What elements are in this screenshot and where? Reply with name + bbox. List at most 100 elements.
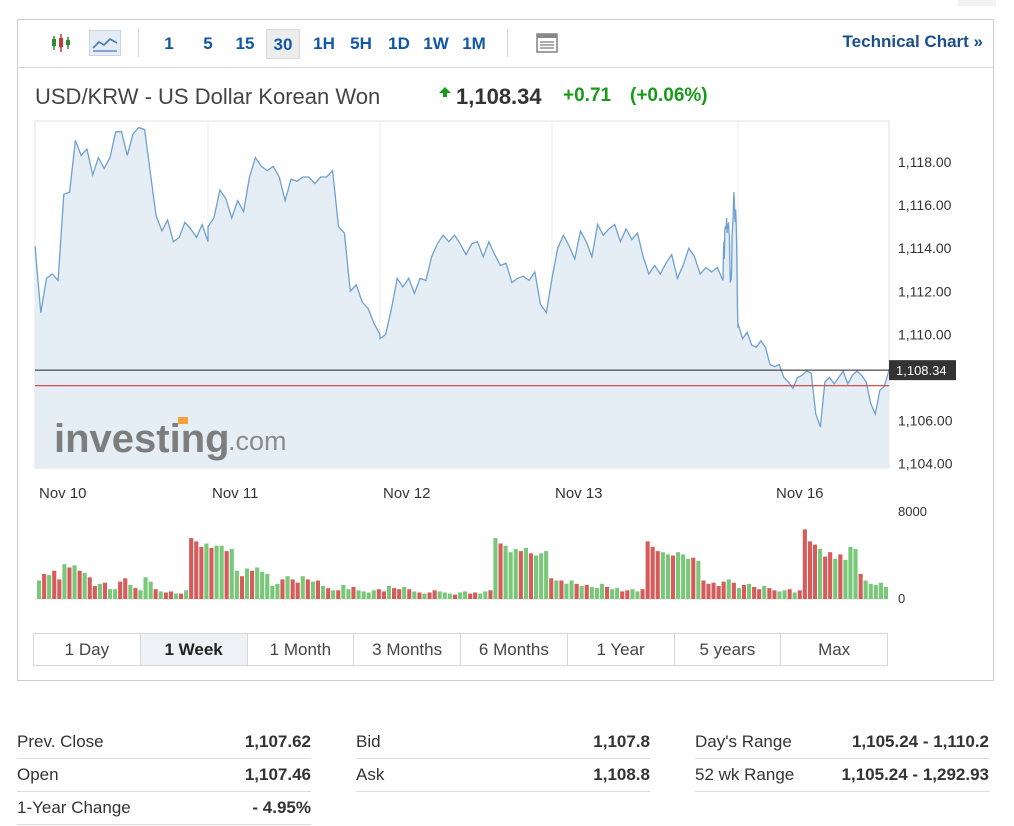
- range-tab-1-week[interactable]: 1 Week: [140, 634, 248, 665]
- volume-bar: [113, 589, 118, 599]
- stat-label: Prev. Close: [17, 732, 104, 751]
- volume-bar: [179, 593, 184, 599]
- stat-value: 1,108.8: [593, 765, 650, 784]
- volume-bar: [224, 551, 229, 599]
- volume-bar: [229, 549, 234, 599]
- timeframe-30[interactable]: 30: [266, 29, 300, 59]
- chart-widget: 1 5 15 30 1H 5H 1D 1W 1M Technical Chart » USD/K…: [17, 19, 994, 681]
- volume-bar: [67, 567, 72, 599]
- current-price-marker: [889, 360, 956, 381]
- volume-bar: [356, 590, 361, 599]
- volume-bar: [376, 589, 381, 599]
- volume-bar: [194, 541, 199, 599]
- watermark-suffix: .com: [228, 426, 287, 456]
- volume-bar: [686, 558, 691, 599]
- timeframe-5h[interactable]: 5H: [350, 34, 372, 53]
- volume-bar: [741, 584, 746, 599]
- volume-bar: [513, 549, 518, 599]
- volume-bar: [853, 549, 858, 599]
- volume-bar: [655, 551, 660, 599]
- candlestick-chart-icon[interactable]: [47, 30, 75, 56]
- stats-column-2: Bid 1,107.8 Ask 1,108.8: [356, 726, 650, 792]
- volume-bar: [676, 552, 681, 599]
- range-tab-6-months[interactable]: 6 Months: [461, 634, 568, 665]
- range-tab-1-month[interactable]: 1 Month: [248, 634, 355, 665]
- y-tick-label: 1,116.00: [898, 197, 952, 213]
- range-tab-1-day[interactable]: 1 Day: [34, 634, 141, 665]
- volume-bar: [594, 588, 599, 599]
- range-tab-1-year[interactable]: 1 Year: [568, 634, 675, 665]
- volume-bar: [92, 586, 97, 599]
- volume-bar: [483, 591, 488, 599]
- watermark-dot: [178, 417, 188, 424]
- volume-bar: [62, 564, 67, 599]
- timeframe-1w[interactable]: 1W: [423, 34, 449, 53]
- volume-bar: [782, 590, 787, 599]
- timeframe-1d[interactable]: 1D: [388, 34, 410, 53]
- volume-bar: [295, 582, 300, 599]
- volume-bar: [336, 590, 341, 599]
- volume-bar: [351, 587, 356, 599]
- volume-bar: [77, 570, 82, 599]
- volume-bar: [280, 579, 285, 599]
- volume-bar: [478, 593, 483, 599]
- area-chart-icon[interactable]: [89, 30, 121, 56]
- corner-tab: [958, 0, 996, 6]
- volume-bar: [326, 588, 331, 599]
- timeframe-5[interactable]: 5: [203, 34, 213, 53]
- up-arrow-icon: [439, 87, 451, 97]
- volume-tick-label: 0: [898, 591, 905, 606]
- range-tab-max[interactable]: Max: [818, 640, 851, 659]
- volume-bar: [752, 587, 757, 599]
- volume-bar: [772, 590, 777, 599]
- volume-bar: [270, 586, 275, 599]
- x-tick-label: Nov 11: [212, 485, 258, 502]
- volume-bar: [447, 593, 452, 599]
- volume-bar: [848, 546, 853, 599]
- stat-value: 1,107.46: [244, 765, 311, 784]
- volume-bar: [812, 544, 817, 599]
- volume-bar: [838, 554, 843, 599]
- price-area: [35, 127, 889, 468]
- volume-bar: [620, 591, 625, 599]
- volume-bar: [736, 588, 741, 599]
- volume-bar: [559, 580, 564, 599]
- volume-bar: [239, 576, 244, 599]
- timeframe-1[interactable]: 1: [164, 34, 174, 53]
- range-tab-3-months[interactable]: 3 Months: [354, 634, 461, 665]
- y-tick-label: 1,112.00: [898, 283, 952, 299]
- volume-bar: [797, 590, 802, 599]
- timeframe-15[interactable]: 15: [235, 34, 255, 53]
- volume-bar: [584, 584, 589, 599]
- volume-bar: [767, 588, 772, 599]
- volume-bar: [665, 554, 670, 599]
- timeframe-1h[interactable]: 1H: [313, 34, 335, 53]
- stat-label: Bid: [356, 732, 381, 751]
- technical-chart-link[interactable]: Technical Chart »: [842, 32, 983, 51]
- volume-bar: [290, 579, 295, 599]
- volume-bar: [539, 553, 544, 599]
- volume-bar: [605, 587, 610, 599]
- volume-bar: [265, 574, 270, 599]
- volume-bar: [412, 591, 417, 599]
- volume-bar: [173, 593, 178, 599]
- table-view-icon[interactable]: [534, 30, 562, 56]
- volume-bar: [873, 584, 878, 599]
- volume-bar: [868, 583, 873, 599]
- stat-label: 52 wk Range: [695, 765, 795, 784]
- volume-bar: [843, 559, 848, 599]
- stat-value: 1,107.8: [593, 732, 650, 751]
- volume-bar: [386, 586, 391, 599]
- volume-bar: [579, 586, 584, 599]
- volume-bar: [670, 555, 675, 599]
- timeframe-1m[interactable]: 1M: [462, 34, 486, 53]
- volume-bar: [818, 549, 823, 599]
- volume-bar: [432, 590, 437, 599]
- x-tick-label: Nov 13: [555, 485, 603, 502]
- range-tab-5-years[interactable]: 5 years: [675, 634, 782, 665]
- volume-bar: [554, 580, 559, 599]
- volume-bar: [863, 580, 868, 599]
- toolbar-divider: [138, 29, 139, 57]
- volume-bar: [219, 545, 224, 599]
- price-chart[interactable]: investing.com 1,108.34 1,118.00 1,116.00 1,…: [18, 20, 993, 610]
